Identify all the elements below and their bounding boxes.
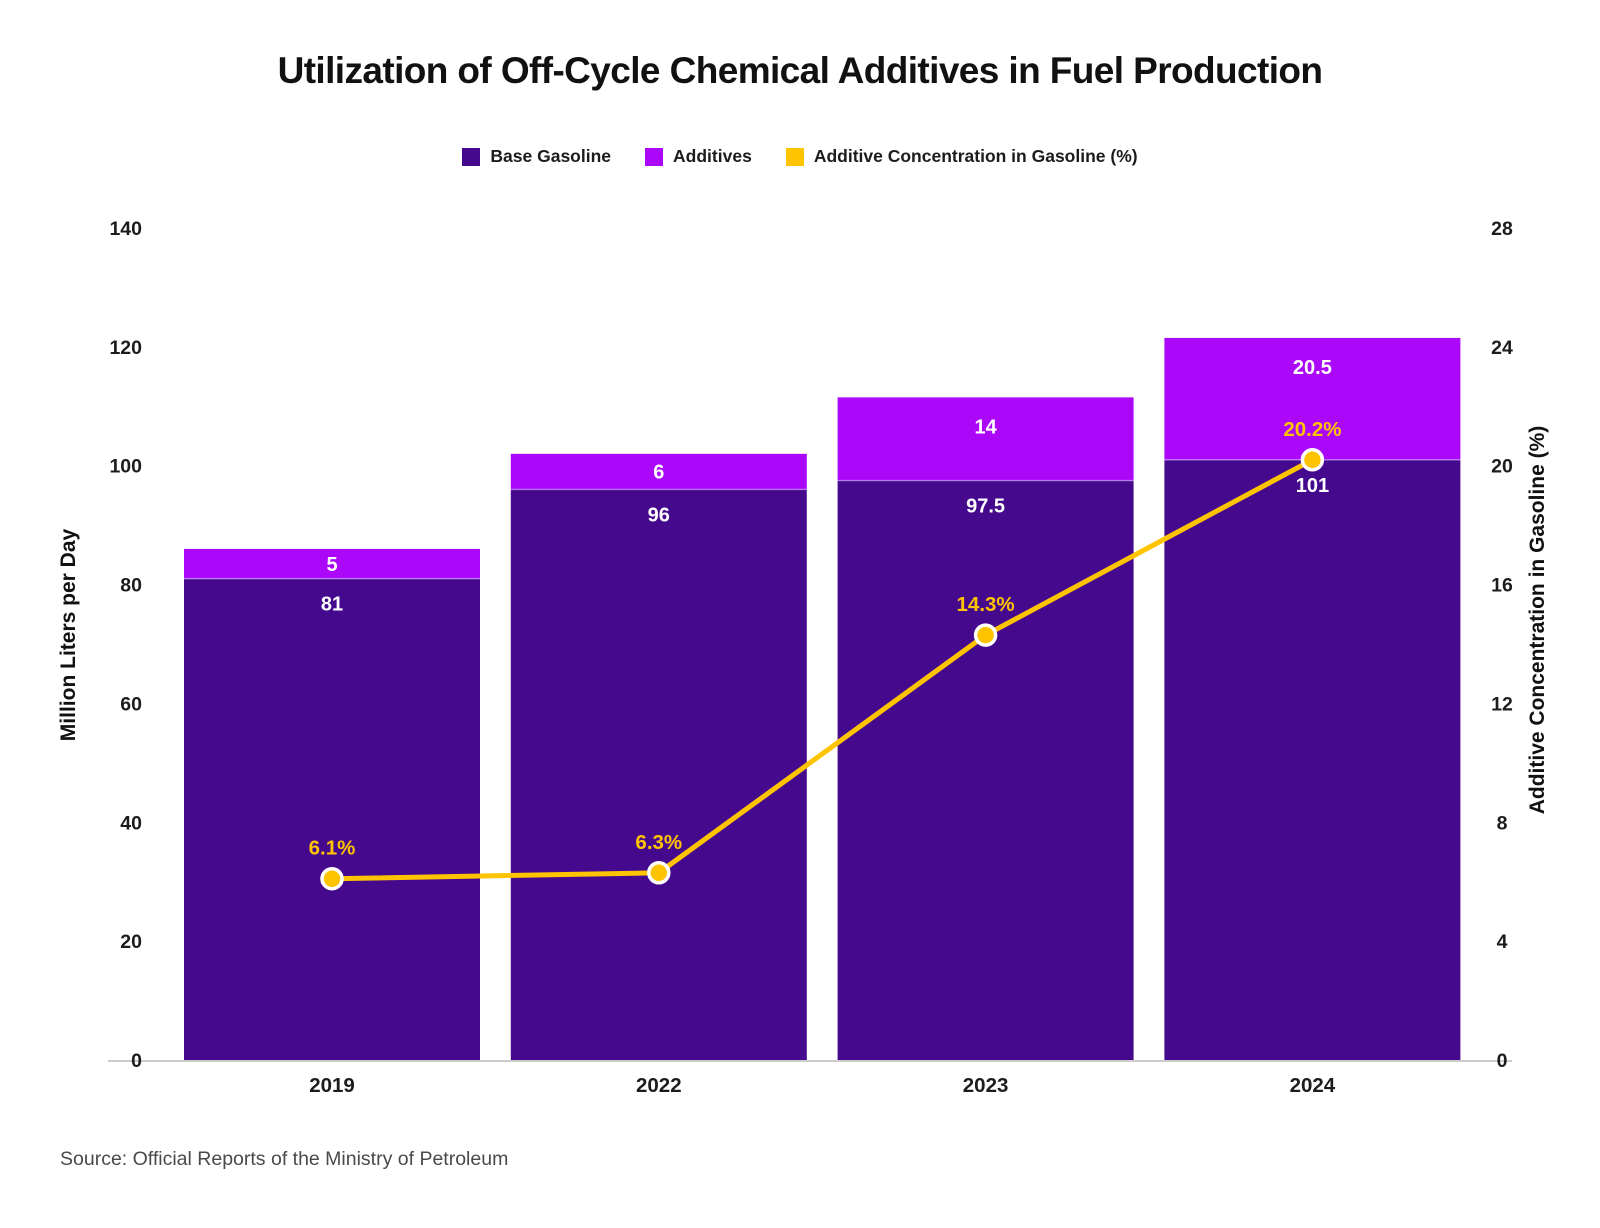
y-right-axis-title: Additive Concentration in Gasoline (%) (1526, 426, 1549, 815)
x-axis-label-2024: 2024 (1290, 1074, 1336, 1097)
legend-swatch-icon (785, 147, 804, 166)
y-right-tick-28: 28 (1491, 218, 1513, 240)
bar-base-2024[interactable] (1164, 459, 1461, 1060)
line-point-label-2024: 20.2% (1283, 418, 1341, 441)
line-point-label-2022: 6.3% (635, 831, 682, 854)
legend-item-label: Base Gasoline (490, 146, 612, 166)
bar-additives-2024[interactable] (1164, 337, 1461, 460)
x-axis-label-2019: 2019 (309, 1074, 355, 1097)
bar-base-value-2024: 101 (1296, 475, 1329, 497)
y-right-tick-0: 0 (1497, 1050, 1508, 1072)
y-left-tick-100: 100 (109, 456, 142, 478)
y-left-tick-20: 20 (120, 931, 142, 953)
y-right-tick-12: 12 (1491, 693, 1513, 715)
legend-item-0[interactable]: Base Gasoline (462, 146, 611, 167)
bar-base-value-2023: 97.5 (966, 496, 1005, 518)
y-right-tick-4: 4 (1497, 931, 1508, 953)
legend-item-2[interactable]: Additive Concentration in Gasoline (%) (785, 146, 1138, 167)
bar-base-2023[interactable] (837, 480, 1134, 1061)
concentration-line[interactable] (329, 457, 1315, 882)
line-point-2022[interactable] (647, 861, 671, 885)
bar-base-value-2019: 81 (321, 594, 343, 616)
y-left-tick-0: 0 (131, 1050, 142, 1072)
bar-additives-2023[interactable] (837, 397, 1134, 481)
y-right-tick-8: 8 (1497, 812, 1508, 834)
bar-additives-2022[interactable] (510, 453, 807, 490)
y-left-axis-title: Million Liters per Day (57, 528, 80, 741)
legend-item-1[interactable]: Additives (645, 146, 752, 167)
legend-swatch-icon (462, 147, 481, 166)
y-left-tick-40: 40 (120, 812, 142, 834)
y-left-tick-60: 60 (120, 693, 142, 715)
bar-base-2019[interactable] (184, 578, 480, 1060)
bar-additives-2019[interactable] (184, 548, 480, 579)
chart-title: Utilization of Off-Cycle Chemical Additi… (277, 50, 1323, 91)
y-right-tick-16: 16 (1491, 575, 1513, 597)
line-point-2023[interactable] (973, 623, 998, 647)
y-left-tick-80: 80 (120, 575, 142, 597)
legend-item-label: Additive Concentration in Gasoline (%) (813, 146, 1138, 166)
bar-base-2022[interactable] (510, 489, 807, 1060)
line-point-2024[interactable] (1300, 448, 1325, 472)
x-axis-label-2023: 2023 (963, 1074, 1009, 1097)
bar-additives-value-2024: 20.5 (1293, 357, 1332, 379)
bar-additives-value-2019: 5 (326, 554, 337, 576)
y-right-tick-24: 24 (1491, 337, 1513, 359)
bar-additives-value-2023: 14 (974, 416, 997, 438)
line-point-label-2019: 6.1% (309, 837, 356, 860)
bar-base-value-2022: 96 (648, 504, 670, 526)
source-note: Source: Official Reports of the Ministry… (60, 1148, 509, 1170)
line-point-2019[interactable] (320, 866, 344, 891)
legend-swatch-icon (645, 147, 664, 166)
legend: Base Gasoline Additives Additive Concentra… (0, 146, 1600, 167)
legend-item-label: Additives (673, 146, 752, 166)
bar-additives-value-2022: 6 (653, 462, 664, 484)
x-axis-label-2022: 2022 (636, 1074, 682, 1097)
plot-area: 581201969620221497.5202320.5101202402040… (57, 218, 1549, 1097)
line-point-label-2023: 14.3% (957, 593, 1015, 616)
y-left-tick-140: 140 (109, 218, 142, 240)
y-right-tick-20: 20 (1491, 456, 1513, 478)
y-left-tick-120: 120 (109, 337, 142, 359)
